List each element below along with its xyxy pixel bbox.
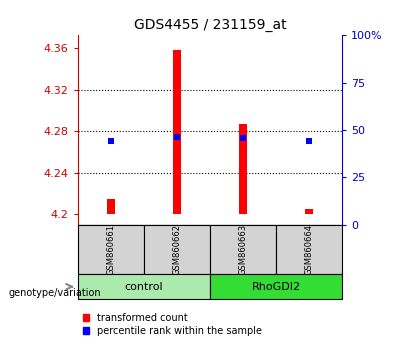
Text: GSM860663: GSM860663: [239, 224, 247, 275]
Bar: [173, 50, 181, 215]
Bar: [78, 225, 144, 274]
Bar: [210, 274, 342, 299]
Legend: transformed count, percentile rank within the sample: transformed count, percentile rank withi…: [83, 313, 262, 336]
Text: genotype/variation: genotype/variation: [8, 288, 101, 298]
Text: GSM860664: GSM860664: [305, 224, 314, 275]
Text: RhoGDI2: RhoGDI2: [252, 282, 301, 292]
Text: GSM860661: GSM860661: [106, 224, 115, 275]
Bar: [78, 274, 210, 299]
Bar: [239, 124, 247, 215]
Bar: [144, 225, 210, 274]
Bar: [210, 225, 276, 274]
Text: control: control: [125, 282, 163, 292]
Text: GSM860662: GSM860662: [173, 224, 181, 275]
Bar: [276, 225, 342, 274]
Bar: [107, 199, 115, 215]
Bar: [305, 209, 313, 215]
Title: GDS4455 / 231159_at: GDS4455 / 231159_at: [134, 18, 286, 32]
